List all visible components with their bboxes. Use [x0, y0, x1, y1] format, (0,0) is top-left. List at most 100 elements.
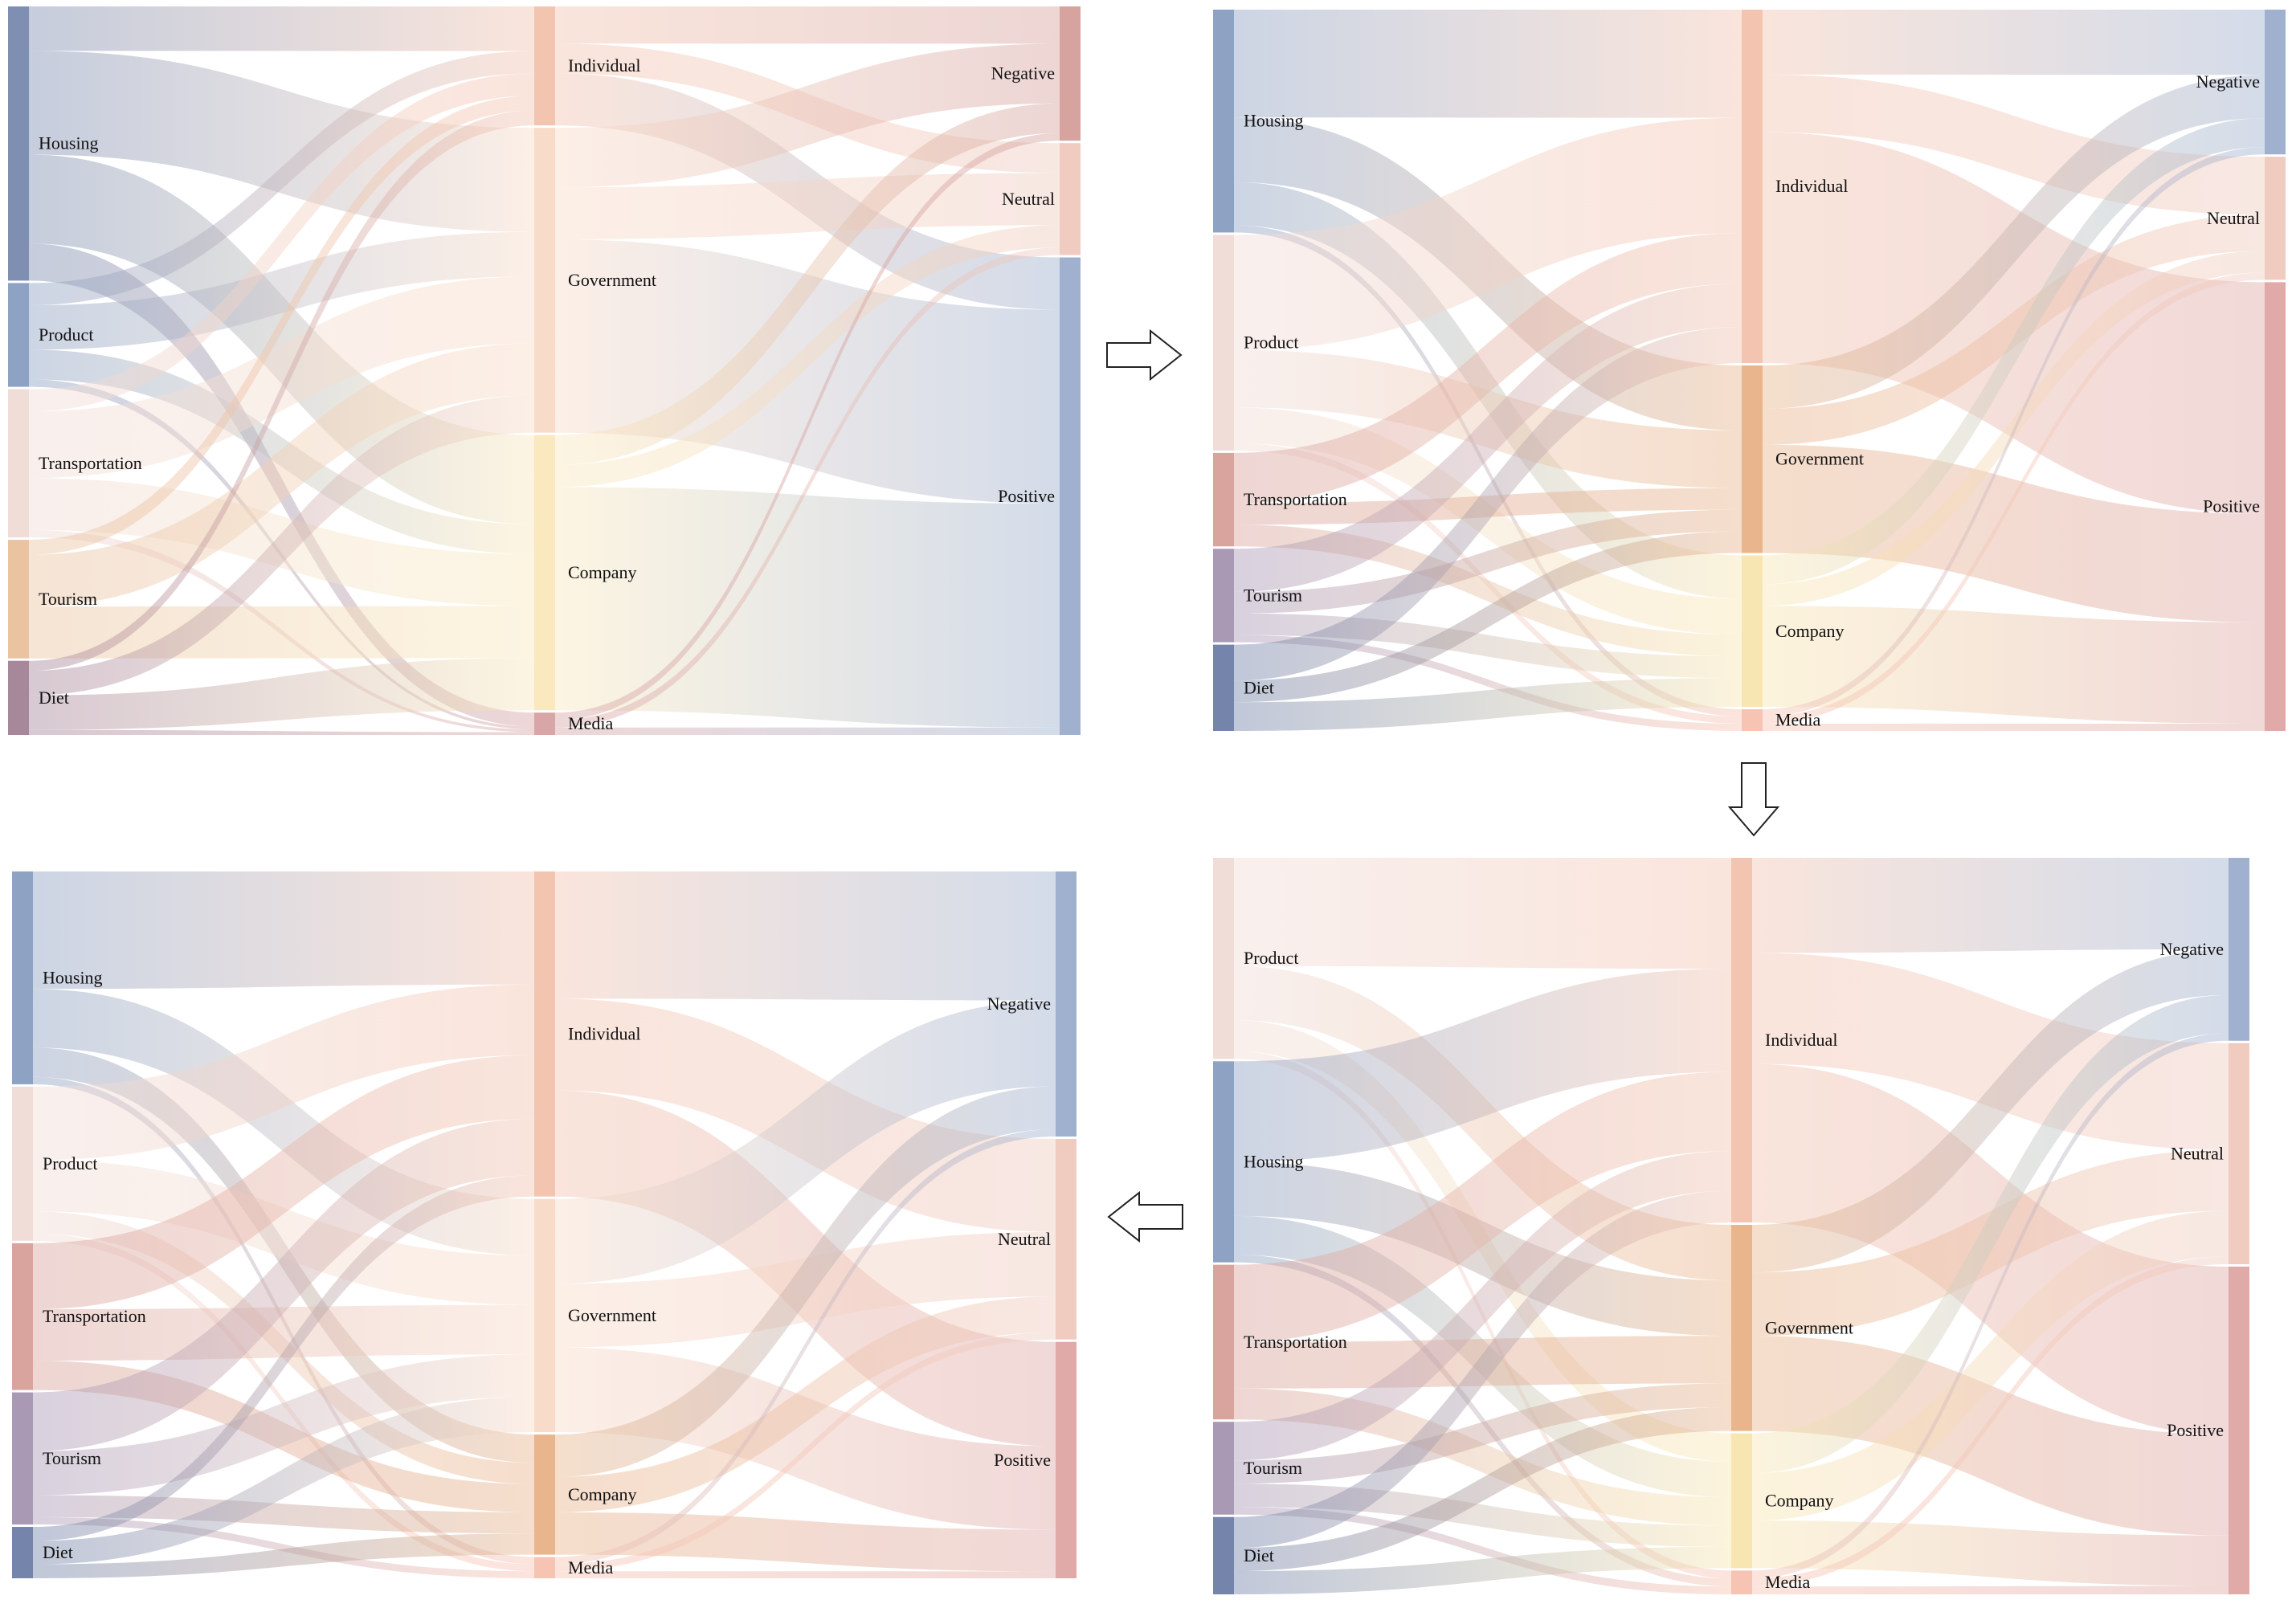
link-housing-to-individual — [1234, 10, 1742, 118]
link-product-to-government — [33, 1160, 534, 1305]
link-government-to-neutral — [555, 173, 1060, 239]
node-source-product — [12, 1086, 33, 1241]
label-source-product: Product — [1244, 333, 1298, 353]
label-sentiment-positive: Positive — [998, 486, 1055, 506]
link-transportation-to-individual — [29, 73, 534, 412]
link-individual-to-negative — [555, 871, 1056, 1001]
label-subject-media: Media — [1775, 710, 1820, 730]
node-subject-government — [1731, 1225, 1752, 1431]
node-source-product — [1213, 235, 1234, 451]
link-company-to-positive — [555, 1512, 1056, 1572]
node-subject-company — [1742, 555, 1763, 708]
node-source-housing — [1213, 1061, 1234, 1263]
link-tourism-to-government — [1234, 509, 1742, 614]
link-diet-to-company — [1234, 678, 1742, 731]
link-individual-to-negative — [1763, 10, 2265, 76]
node-subject-individual — [534, 6, 555, 126]
link-housing-to-individual — [1234, 969, 1731, 1162]
link-tourism-to-individual — [1234, 284, 1742, 592]
link-media-to-neutral — [555, 1332, 1056, 1572]
link-company-to-positive — [555, 487, 1060, 728]
label-sentiment-positive: Positive — [994, 1450, 1051, 1470]
link-media-to-neutral — [555, 247, 1060, 728]
link-media-to-neutral — [1752, 1256, 2229, 1587]
link-diet-to-individual — [1234, 327, 1742, 681]
node-source-transportation — [1213, 1264, 1234, 1420]
node-subject-media — [1731, 1570, 1752, 1594]
node-subject-government — [534, 128, 555, 433]
node-subject-individual — [1731, 858, 1752, 1222]
node-subject-company — [534, 435, 555, 711]
node-sentiment-negative — [1056, 871, 1077, 1137]
label-source-tourism: Tourism — [1244, 585, 1302, 605]
node-sentiment-neutral — [2229, 1043, 2249, 1264]
link-transportation-to-individual — [1234, 233, 1742, 504]
link-company-to-neutral — [1752, 1210, 2229, 1521]
node-sentiment-positive — [1056, 1341, 1077, 1578]
label-source-transportation: Transportation — [1244, 1332, 1347, 1352]
label-subject-individual: Individual — [1765, 1030, 1837, 1050]
link-transportation-to-government — [33, 1304, 534, 1361]
node-source-tourism — [1213, 549, 1234, 643]
label-subject-media: Media — [568, 1557, 613, 1577]
node-subject-company — [534, 1435, 555, 1555]
label-source-diet: Diet — [43, 1542, 73, 1562]
link-company-to-positive — [1752, 1520, 2229, 1586]
link-media-to-positive — [555, 727, 1060, 735]
link-government-to-negative — [555, 43, 1060, 188]
node-source-product — [8, 283, 29, 387]
link-product-to-individual — [33, 984, 534, 1161]
label-sentiment-neutral: Neutral — [2207, 208, 2260, 228]
link-diet-to-government — [1234, 531, 1742, 703]
node-source-diet — [8, 660, 29, 735]
link-diet-to-government — [33, 1397, 534, 1565]
link-product-to-individual — [29, 51, 534, 306]
link-product-to-individual — [1234, 117, 1742, 350]
node-source-diet — [1213, 1516, 1234, 1594]
link-government-to-negative — [1752, 949, 2229, 1273]
link-diet-to-company — [1234, 1546, 1731, 1594]
link-diet-to-company — [33, 1533, 534, 1578]
panel-4: Housing Product Transportation Tourism Diet I… — [12, 871, 1077, 1578]
label-subject-individual: Individual — [568, 1023, 640, 1043]
label-subject-media: Media — [568, 713, 613, 733]
link-media-to-negative — [1763, 147, 2265, 717]
label-sentiment-positive: Positive — [2167, 1420, 2224, 1440]
link-government-to-neutral — [1763, 214, 2265, 445]
link-tourism-to-media — [33, 1516, 534, 1578]
link-product-to-media — [33, 1233, 534, 1572]
label-source-tourism: Tourism — [1244, 1458, 1302, 1478]
link-government-to-positive — [555, 1347, 1056, 1530]
label-subject-individual: Individual — [568, 55, 640, 76]
node-source-tourism — [1213, 1422, 1234, 1515]
node-sentiment-positive — [2265, 282, 2286, 731]
link-diet-to-media — [29, 729, 534, 735]
node-subject-media — [534, 1557, 555, 1578]
node-sentiment-negative — [2229, 858, 2249, 1041]
link-housing-to-individual — [33, 871, 534, 990]
link-company-to-negative — [1752, 994, 2229, 1473]
label-subject-government: Government — [1765, 1317, 1853, 1337]
label-source-tourism: Tourism — [39, 589, 97, 609]
link-diet-to-individual — [1234, 1190, 1731, 1549]
link-product-to-government — [29, 231, 534, 350]
node-sentiment-negative — [2265, 10, 2286, 155]
label-sentiment-neutral: Neutral — [2171, 1143, 2224, 1163]
label-subject-government: Government — [568, 1305, 656, 1325]
node-sentiment-positive — [1060, 257, 1081, 736]
label-subject-company: Company — [1765, 1491, 1834, 1511]
node-source-housing — [8, 6, 29, 281]
link-media-to-positive — [555, 1571, 1056, 1578]
label-source-diet: Diet — [39, 688, 69, 708]
link-tourism-to-government — [33, 1354, 534, 1496]
node-source-diet — [12, 1527, 33, 1578]
label-sentiment-negative: Negative — [991, 63, 1055, 84]
label-subject-company: Company — [568, 1484, 637, 1504]
link-housing-to-government — [1234, 1161, 1731, 1337]
label-source-transportation: Transportation — [39, 453, 142, 473]
link-government-to-negative — [555, 1000, 1056, 1284]
node-source-housing — [1213, 10, 1234, 233]
node-subject-media — [1742, 709, 1763, 731]
link-media-to-neutral — [1763, 272, 2265, 724]
